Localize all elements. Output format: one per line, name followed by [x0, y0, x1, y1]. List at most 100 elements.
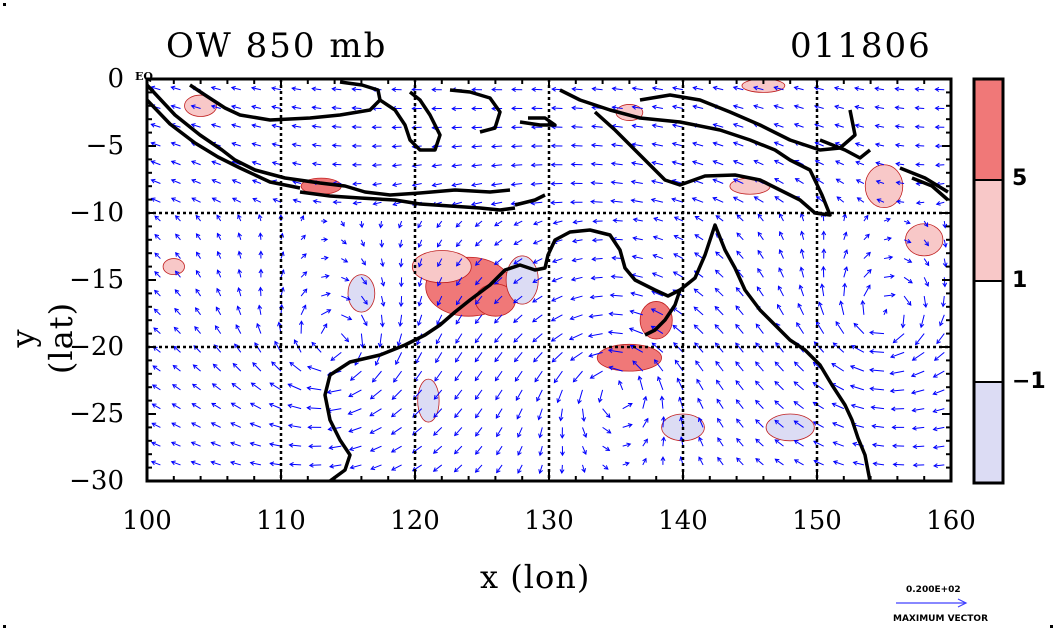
wind-vector [935, 162, 945, 168]
wind-vector [651, 104, 663, 110]
ow-shading [162, 79, 944, 442]
wind-vector [174, 270, 181, 278]
wind-vector [602, 426, 612, 434]
wind-vector [360, 314, 368, 327]
wind-vector [849, 384, 865, 391]
wind-vector [212, 363, 222, 372]
wind-vector [471, 87, 483, 93]
wind-vector [237, 268, 243, 278]
wind-vector [151, 384, 161, 391]
wind-vector [216, 287, 222, 297]
wind-vector [154, 271, 161, 278]
wind-vector [210, 104, 221, 110]
wind-vector [610, 161, 623, 167]
wind-vector [854, 86, 864, 91]
wind-vector [889, 370, 905, 376]
wind-vector [210, 123, 221, 128]
wind-vector [398, 220, 403, 229]
wind-vector [433, 427, 443, 436]
wind-vector [150, 178, 161, 184]
wind-vector [174, 289, 181, 297]
wind-vector [712, 178, 724, 184]
wind-vector [455, 314, 463, 325]
wind-vector [755, 438, 764, 447]
wind-vector [455, 239, 463, 248]
wind-vector [237, 287, 242, 297]
wind-vector [191, 403, 201, 410]
coast-solomon [899, 166, 949, 194]
wind-vector [610, 180, 623, 185]
wind-vector [632, 236, 643, 241]
wind-vector [170, 85, 181, 91]
wind-vector [471, 163, 483, 169]
wind-vector [456, 258, 463, 267]
wind-vector [608, 365, 623, 372]
wind-vector [170, 441, 181, 447]
colorbar-neutral [974, 281, 1003, 382]
wind-vector [871, 423, 885, 429]
wind-vector [341, 295, 352, 301]
wind-vector [671, 123, 684, 128]
wind-vector [298, 320, 304, 334]
wind-vector [340, 333, 350, 343]
wind-vector [496, 464, 503, 474]
wind-vector [153, 289, 161, 297]
wind-vector [332, 199, 342, 205]
wind-vector [602, 464, 609, 470]
wind-vector [494, 220, 503, 227]
wind-vector [490, 201, 503, 207]
wind-vector [592, 218, 603, 224]
wind-vector [854, 142, 865, 147]
wind-vector [190, 441, 201, 447]
wind-vector [883, 255, 894, 261]
wind-vector [577, 389, 583, 405]
y-tick-label: −15 [69, 265, 124, 295]
wind-vector [398, 314, 403, 327]
wind-vector [437, 258, 443, 268]
x-tick-label: 120 [390, 506, 440, 536]
wind-vector [693, 324, 704, 334]
wind-vector [774, 400, 784, 410]
coast-newguinea-north [639, 93, 857, 152]
wind-vector [558, 408, 564, 422]
wind-vector [153, 327, 161, 334]
wind-vector [875, 179, 885, 185]
wind-vector [672, 85, 684, 91]
wind-vector [451, 182, 462, 188]
wind-vector [894, 86, 905, 92]
wind-vector [455, 220, 463, 228]
wind-vector [850, 345, 865, 353]
wind-vector [630, 198, 643, 204]
wind-vector [559, 464, 565, 475]
wind-vector [151, 441, 161, 447]
wind-vector [494, 370, 503, 382]
wind-vector [474, 389, 483, 401]
wind-vector [371, 143, 382, 149]
wind-vector [398, 277, 404, 288]
ow-region [411, 250, 472, 284]
wind-vector [854, 104, 865, 110]
wind-vector [251, 179, 262, 184]
wind-vector [794, 178, 804, 184]
wind-vector [321, 292, 331, 297]
wind-vector [474, 370, 483, 382]
wind-vector [732, 122, 744, 128]
wind-vector [330, 351, 342, 361]
wind-vector [843, 266, 849, 278]
wind-vector [436, 277, 443, 287]
wind-vector [311, 86, 322, 92]
wind-vector [755, 419, 764, 428]
x-axis-label: x (lon) [480, 558, 591, 596]
wind-vector [914, 143, 925, 149]
wind-vector [411, 87, 422, 93]
wind-vector [712, 122, 724, 128]
wind-vector [258, 268, 264, 278]
wind-vector [793, 439, 804, 447]
wind-vector [872, 461, 885, 467]
wind-vector [932, 370, 945, 378]
wind-vector [694, 252, 704, 259]
wind-vector [732, 85, 744, 91]
wind-vector [914, 333, 925, 346]
wind-vector [698, 456, 704, 466]
wind-vector [834, 104, 844, 110]
